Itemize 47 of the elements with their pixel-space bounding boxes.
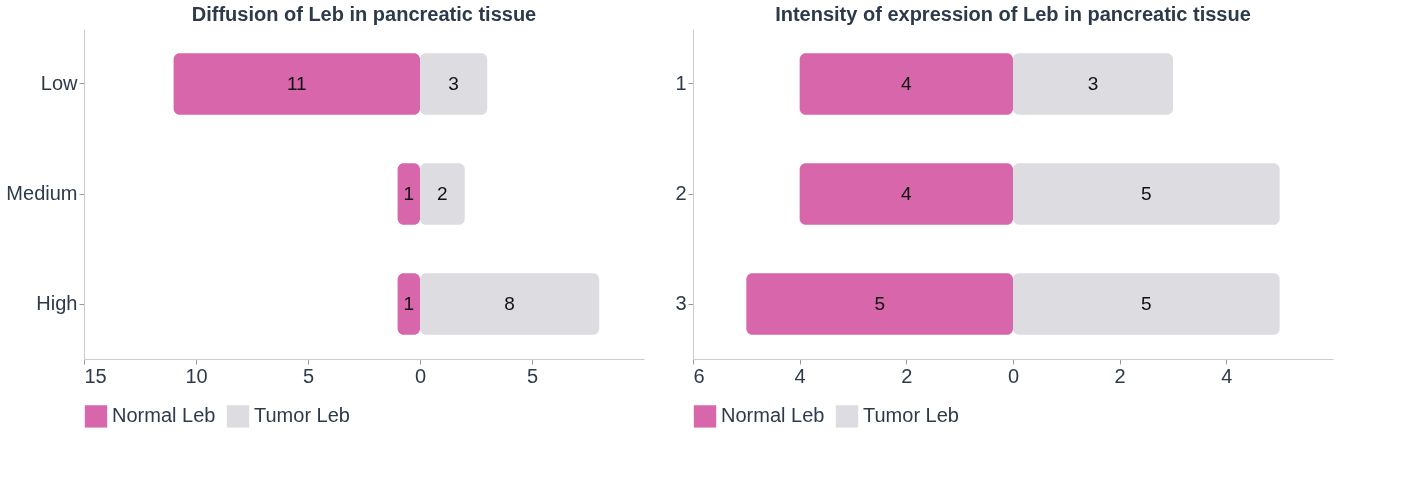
chart-title: Intensity of expression of Leb in pancreatic tissue	[775, 3, 1251, 25]
legend-label: Normal Leb	[721, 404, 825, 427]
bar	[1013, 273, 1280, 335]
data-label: 5	[874, 293, 885, 314]
data-label: 4	[901, 73, 913, 94]
x-tick-label: 2	[1114, 364, 1126, 387]
x-tick-label: 0	[414, 364, 427, 387]
x-tick-label: 4	[1221, 364, 1233, 387]
x-tick-label: 5	[302, 364, 315, 387]
x-tick-label: 2	[901, 364, 913, 387]
x-tick-label: 4	[794, 364, 806, 387]
bar	[799, 53, 1013, 115]
data-label: 1	[403, 183, 415, 204]
legend-label: Tumor Leb	[863, 404, 959, 427]
data-label: 1	[403, 293, 415, 314]
bar	[173, 53, 420, 115]
y-tick-label: Medium	[6, 182, 78, 204]
y-tick-label: Low	[40, 72, 79, 94]
x-tick-label: 0	[1007, 364, 1020, 387]
data-label: 5	[1141, 293, 1152, 314]
bar	[420, 163, 465, 225]
y-tick-label: 2	[675, 182, 687, 204]
data-label: 4	[901, 183, 913, 204]
x-tick-label: 5	[526, 364, 539, 387]
bar	[397, 273, 420, 335]
data-label: 2	[437, 183, 448, 204]
chart-title: Diffusion of Leb in pancreatic tissue	[191, 3, 537, 25]
data-label: 8	[504, 293, 515, 314]
x-tick-label: 10	[185, 364, 208, 387]
data-label: 11	[286, 73, 307, 94]
data-label: 3	[1087, 73, 1099, 94]
x-tick-label: 15	[84, 364, 107, 387]
legend-label: Normal Leb	[112, 404, 216, 427]
y-tick-label: High	[36, 292, 78, 314]
y-tick-label: 1	[675, 72, 687, 94]
bar	[420, 53, 488, 115]
data-label: 5	[1141, 183, 1152, 204]
y-tick-label: 3	[675, 292, 687, 314]
x-tick-label: 6	[693, 364, 705, 387]
bar	[420, 273, 600, 335]
bar	[1013, 53, 1173, 115]
bar	[799, 163, 1013, 225]
bar	[1013, 163, 1280, 225]
bar	[746, 273, 1013, 335]
legend-label: Tumor Leb	[254, 404, 350, 427]
data-label: 3	[448, 73, 459, 94]
bar	[397, 163, 420, 225]
